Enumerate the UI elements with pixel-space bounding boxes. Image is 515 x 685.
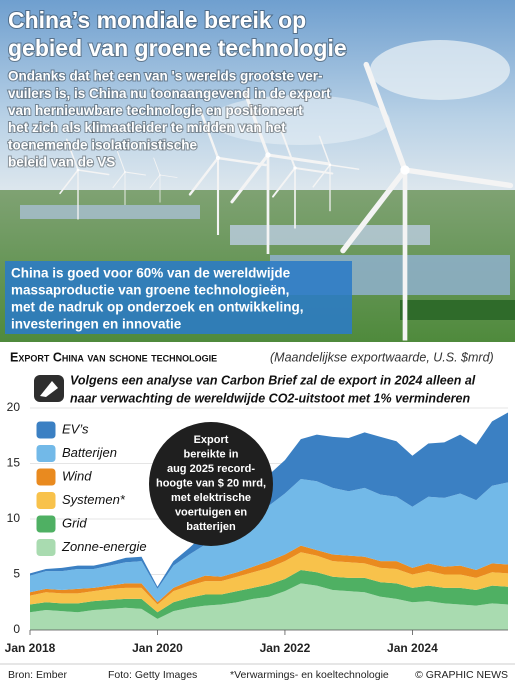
legend-label: Wind: [62, 468, 92, 483]
annotation-line: hoogte van $ 20 mrd,: [156, 477, 266, 489]
y-tick-label: 10: [7, 511, 21, 525]
legend-swatch: [35, 420, 57, 440]
intro-line: vuilers is, is China nu toonaangevend in…: [8, 86, 331, 101]
water: [20, 205, 200, 219]
x-tick-label: Jan 2022: [260, 641, 311, 655]
annotation-bubble: [149, 422, 273, 546]
annotation-line: bereikte in: [183, 448, 238, 460]
plot: Volgens een analyse van Carbon Brief zal…: [5, 373, 508, 655]
legend-swatch: [35, 514, 57, 534]
legend-swatch: [35, 467, 57, 487]
y-tick-label: 15: [7, 456, 21, 470]
area: [30, 479, 508, 603]
callout-line: China is goed voor 60% van de wereldwijd…: [11, 266, 291, 281]
legend-label: Systemen*: [62, 492, 126, 507]
x-tick-label: Jan 2018: [5, 641, 56, 655]
callout-box: [5, 261, 352, 334]
footnote: *Verwarmings- en koeltechnologie: [230, 669, 389, 681]
area: [30, 583, 508, 630]
callout-line: investeringen en innovatie: [11, 317, 182, 332]
annotation-line: met elektrische: [171, 492, 251, 504]
chart-note: naar verwachting de wereldwijde CO2-uits…: [70, 391, 470, 405]
y-tick-label: 0: [13, 622, 20, 636]
title-line: gebied van groene technologie: [8, 35, 347, 61]
photo-credit: Foto: Getty Images: [108, 669, 197, 681]
legend-swatch: [35, 491, 57, 510]
x-tick-label: Jan 2024: [387, 641, 438, 655]
legend-label: Batterijen: [62, 445, 117, 460]
annotation-line: aug 2025 record-: [167, 463, 255, 475]
area: [30, 570, 508, 619]
intro-line: Ondanks dat het een van 's werelds groot…: [8, 69, 323, 84]
source: Bron: Ember: [8, 669, 67, 681]
intro-line: beleid van de VS: [8, 155, 115, 170]
x-tick-label: Jan 2020: [132, 641, 183, 655]
legend-label: Grid: [62, 515, 87, 530]
cloud: [210, 95, 390, 145]
chart-title: Export China van schone technologie: [10, 350, 217, 364]
annotation-line: voertuigen en: [175, 506, 247, 518]
legend-label: EV’s: [62, 421, 89, 436]
water: [230, 225, 430, 245]
chart-note: Volgens een analyse van Carbon Brief zal…: [70, 373, 476, 387]
area: [30, 552, 508, 613]
title-line: China’s mondiale bereik op: [8, 7, 306, 33]
annotation-line: Export: [194, 434, 229, 446]
callout-line: met de nadruk op onderzoek en ontwikkeli…: [11, 300, 304, 315]
credit: © GRAPHIC NEWS: [415, 669, 508, 681]
y-tick-label: 20: [7, 400, 21, 414]
legend-swatch: [35, 444, 57, 463]
intro-line: toenemende isolationistische: [8, 137, 198, 152]
legend-label: Zonne-energie: [61, 539, 147, 554]
intro-line: van hernieuwbare technologie en position…: [8, 103, 303, 118]
legend-swatch: [35, 538, 57, 557]
callout-line: massaproductie van groene technologieën,: [11, 283, 289, 298]
annotation-line: batterijen: [186, 521, 236, 533]
intro-line: het zich als klimaatleider te midden van…: [8, 120, 286, 135]
chart-subtitle: (Maandelijkse exportwaarde, U.S. $mrd): [270, 350, 494, 364]
y-tick-label: 5: [13, 567, 20, 581]
cloud: [370, 40, 510, 100]
note-icon-glyph: [40, 381, 58, 397]
photo: [0, 0, 515, 342]
trees: [400, 300, 515, 320]
